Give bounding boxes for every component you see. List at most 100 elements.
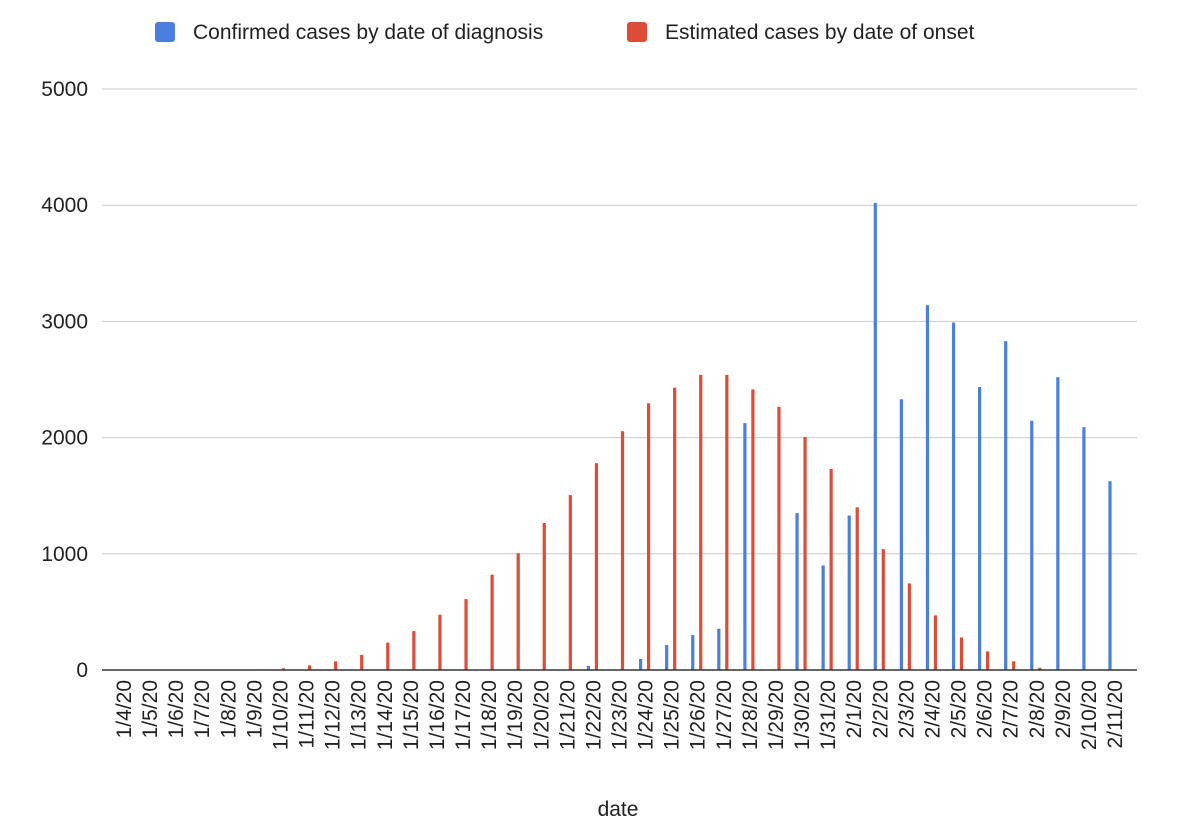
bar-confirmed[interactable] [586, 665, 591, 670]
bar-estimated[interactable] [360, 654, 364, 670]
x-tick-label: 1/10/20 [269, 680, 292, 750]
bar-confirmed[interactable] [899, 399, 903, 670]
x-tick-label: 1/5/20 [139, 680, 162, 738]
bar-confirmed[interactable] [821, 565, 825, 670]
legend-item-estimated[interactable]: Estimated cases by date of onset [627, 21, 975, 44]
bar-estimated[interactable] [542, 523, 546, 670]
legend-label-confirmed: Confirmed cases by date of diagnosis [193, 21, 543, 44]
x-tick-label: 1/26/20 [687, 680, 710, 750]
bar-estimated[interactable] [594, 463, 599, 670]
x-tick-label: 1/18/20 [478, 680, 501, 750]
x-tick-label: 1/29/20 [765, 680, 788, 750]
bar-confirmed[interactable] [1004, 341, 1008, 670]
x-tick-label: 1/14/20 [374, 680, 397, 750]
bar-estimated[interactable] [803, 437, 807, 670]
bar-confirmed[interactable] [1082, 427, 1086, 670]
x-tick-label: 1/24/20 [635, 680, 658, 750]
y-axis-tick-labels: 0 1000 2000 3000 4000 5000 [41, 78, 88, 682]
x-tick-label: 1/27/20 [713, 680, 736, 750]
bar-estimated[interactable] [959, 637, 964, 670]
x-tick-label: 1/15/20 [400, 680, 423, 750]
x-tick-label: 1/20/20 [530, 680, 553, 750]
x-tick-label: 1/28/20 [739, 680, 762, 750]
bar-estimated[interactable] [725, 374, 729, 670]
x-tick-label: 1/13/20 [348, 680, 371, 750]
legend-label-estimated: Estimated cases by date of onset [665, 21, 975, 44]
x-tick-label: 2/11/20 [1104, 680, 1127, 749]
x-tick-label: 2/10/20 [1078, 680, 1101, 750]
legend-item-confirmed[interactable]: Confirmed cases by date of diagnosis [155, 21, 543, 44]
bar-confirmed[interactable] [1056, 377, 1060, 670]
gridlines [102, 88, 1137, 555]
bar-estimated[interactable] [386, 642, 390, 670]
x-tick-label: 2/6/20 [974, 680, 997, 738]
bar-estimated[interactable] [855, 507, 859, 670]
bar-estimated[interactable] [568, 495, 572, 670]
bar-estimated[interactable] [464, 599, 468, 670]
bar-confirmed[interactable] [847, 515, 851, 670]
bar-estimated[interactable] [699, 374, 703, 670]
x-tick-label: 2/5/20 [948, 680, 971, 738]
bar-estimated[interactable] [516, 553, 520, 670]
bar-estimated[interactable] [334, 661, 338, 670]
bar-estimated[interactable] [933, 615, 938, 670]
bar-confirmed[interactable] [1108, 481, 1112, 670]
y-tick-label: 3000 [41, 310, 88, 333]
bar-estimated[interactable] [907, 583, 911, 670]
x-tick-label: 1/22/20 [582, 680, 605, 750]
x-tick-label: 1/12/20 [322, 680, 345, 750]
bar-estimated[interactable] [412, 631, 416, 670]
x-tick-label: 2/9/20 [1052, 680, 1075, 738]
x-tick-label: 1/31/20 [817, 680, 840, 750]
x-tick-label: 2/2/20 [869, 680, 892, 738]
bar-confirmed[interactable] [717, 628, 721, 670]
x-tick-label: 1/30/20 [791, 680, 814, 750]
x-axis-title: date [598, 798, 639, 821]
y-tick-label: 2000 [41, 427, 88, 450]
bar-confirmed[interactable] [978, 387, 982, 670]
x-tick-label: 1/6/20 [165, 680, 188, 738]
bar-confirmed[interactable] [638, 658, 643, 670]
x-tick-label: 2/4/20 [921, 680, 944, 738]
bar-estimated[interactable] [281, 668, 286, 670]
bar-estimated[interactable] [620, 431, 625, 670]
bar-estimated[interactable] [438, 614, 442, 670]
x-tick-label: 1/25/20 [661, 680, 684, 750]
x-tick-label: 2/3/20 [895, 680, 918, 738]
x-tick-label: 2/8/20 [1026, 680, 1049, 738]
bar-confirmed[interactable] [1030, 420, 1034, 670]
bar-confirmed[interactable] [873, 202, 877, 670]
bar-estimated[interactable] [1038, 667, 1042, 670]
legend: Confirmed cases by date of diagnosis Est… [155, 21, 975, 44]
bar-estimated[interactable] [490, 574, 494, 670]
bar-estimated[interactable] [1012, 661, 1016, 670]
x-tick-label: 1/17/20 [452, 680, 475, 750]
bar-confirmed[interactable] [743, 423, 747, 670]
x-tick-label: 1/19/20 [504, 680, 527, 750]
bar-estimated[interactable] [646, 403, 651, 670]
bar-confirmed[interactable] [925, 305, 930, 670]
bar-confirmed[interactable] [691, 635, 695, 670]
bar-estimated[interactable] [829, 468, 833, 670]
legend-swatch-confirmed [155, 22, 175, 42]
bar-estimated[interactable] [673, 387, 677, 670]
x-tick-label: 2/7/20 [1000, 680, 1023, 738]
x-tick-label: 1/23/20 [609, 680, 632, 750]
bar-estimated[interactable] [751, 389, 755, 670]
bar-confirmed[interactable] [951, 322, 956, 670]
x-tick-label: 2/1/20 [843, 680, 866, 738]
bar-estimated[interactable] [777, 406, 781, 670]
bar-estimated[interactable] [881, 549, 885, 670]
bar-estimated[interactable] [986, 651, 990, 670]
bar-confirmed[interactable] [665, 645, 669, 670]
x-tick-label: 1/8/20 [217, 680, 240, 738]
bar-estimated[interactable] [307, 665, 312, 670]
y-tick-label: 0 [76, 659, 88, 682]
legend-swatch-estimated [627, 22, 647, 42]
x-tick-label: 1/7/20 [191, 680, 214, 738]
x-axis-tick-labels: 1/4/20 1/5/20 1/6/20 1/7/20 1/8/20 1/9/20 1/10… [113, 680, 1127, 750]
x-tick-label: 1/9/20 [243, 680, 266, 738]
bars [255, 202, 1112, 670]
bar-confirmed[interactable] [795, 513, 799, 670]
